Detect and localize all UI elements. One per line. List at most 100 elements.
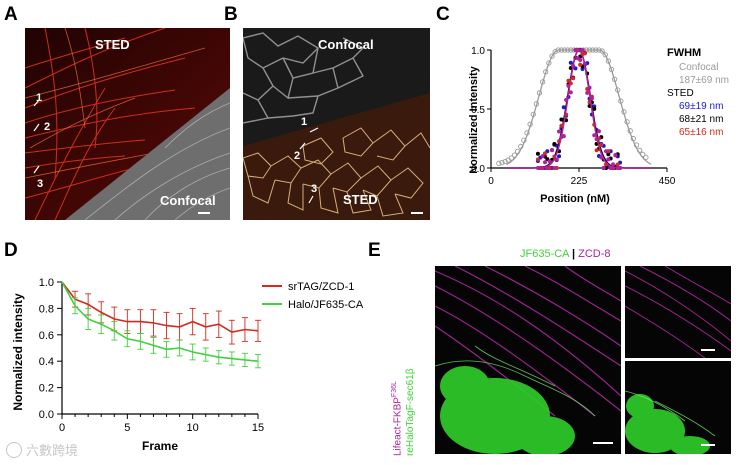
chart-c-point [594, 148, 599, 153]
chart-c-y-tick-label: 1.0 [471, 46, 485, 57]
panel-letter-d: D [4, 240, 18, 261]
chart-c-point [636, 147, 643, 153]
panel-e-magenta-scalebar [701, 349, 715, 351]
chart-c-point [606, 157, 611, 162]
panel-e-header-green: JF635-CA [520, 248, 569, 260]
chart-c-ylabel: Normalized Intensity [468, 65, 480, 173]
chart-c-point [643, 154, 649, 161]
panel-a-image: STED Confocal 1 2 3 [25, 28, 230, 220]
chart-d-series-line-1 [61, 281, 259, 362]
chart-c-point [573, 48, 578, 52]
chart-d-x-tick-label: 5 [124, 422, 130, 434]
chart-d-x-tick-label: 15 [252, 422, 264, 434]
panel-e-magenta-image [625, 266, 731, 358]
panel-a-confocal-label: Confocal [160, 193, 216, 208]
chart-c-point [593, 47, 599, 53]
chart-d-y-tick-label: 0.4 [39, 356, 54, 368]
chart-c-point [599, 143, 604, 148]
chart-c-point [552, 141, 557, 146]
chart-c-point [605, 58, 611, 64]
chart-c-point [633, 142, 640, 148]
chart-c-point [555, 47, 561, 53]
panel-letter-e: E [368, 240, 381, 261]
chart-c-point [564, 98, 569, 103]
watermark: 六數跨境 [6, 440, 78, 459]
chart-d-x-tick-label: 0 [59, 422, 65, 434]
chart-d-xlabel: Frame [142, 439, 178, 453]
chart-c-point [611, 162, 616, 167]
chart-c-point [618, 98, 624, 104]
chart-c-point [585, 90, 590, 95]
panel-e-merge-image [435, 266, 621, 454]
chart-c-legend-entry: 69±19 nm [679, 101, 723, 112]
chart-c-point [539, 79, 546, 85]
chart-c-point [596, 47, 602, 53]
chart-c-point [530, 111, 536, 118]
panel-e-header: JF635-CA | ZCD-8 [520, 248, 611, 260]
panel-e-merge-scalebar [593, 442, 613, 444]
chart-c-point [606, 152, 611, 157]
chart-c-point [611, 76, 618, 82]
panel-a-sted-label: STED [95, 37, 130, 52]
panel-e-green-image [625, 361, 731, 454]
chart-c-point [578, 62, 583, 67]
chart-d-x-tick-label: 10 [187, 422, 199, 434]
chart-c-point [533, 101, 540, 107]
chart-c-fit-line-2 [506, 49, 651, 169]
chart-c-point [546, 60, 552, 66]
chart-c-point [566, 78, 571, 83]
panel-b-micrograph [243, 28, 430, 220]
chart-c-fit-line-1 [506, 49, 651, 169]
chart-c-point [561, 105, 566, 110]
chart-c-point [566, 83, 571, 88]
chart-c-point [535, 157, 540, 162]
chart-c-point [594, 137, 599, 142]
chart-c-legend-entry: STED [667, 88, 694, 99]
chart-c-y-tick-label: 0.0 [471, 164, 485, 175]
panel-e-side-label: Lifeact-FKBPF36L reHaloTagF-sec61β [388, 266, 417, 456]
chart-c-point [599, 48, 605, 54]
panel-letter-a: A [4, 4, 18, 25]
chart-c-point [511, 152, 518, 158]
chart-d: Normalized intensity Frame 0 5 10 15 0.0 0.2 0… [11, 277, 364, 453]
chart-c-point [601, 166, 606, 170]
chart-c-legend-entry: 68±21 nm [679, 114, 723, 125]
panel-a-micrograph [25, 28, 230, 220]
chart-c-point [559, 123, 564, 128]
chart-c-point [586, 47, 593, 53]
chart-c-point [557, 154, 562, 159]
chart-c-point [552, 166, 557, 170]
chart-c-fit-line-4 [506, 49, 651, 169]
chart-c-point [580, 48, 585, 52]
chart-c-point [568, 90, 573, 95]
panel-e-side-label-magenta: Lifeact-FKBPF36L [391, 381, 404, 456]
panel-e-side-label-green: reHaloTagF-sec61β [405, 368, 417, 456]
chart-c-point [521, 137, 527, 143]
chart-c-point [565, 47, 571, 53]
panel-b-scalebar [411, 212, 423, 214]
chart-c-point [561, 134, 566, 139]
chart-d-y-tick-label: 0.8 [39, 303, 54, 315]
chart-c-point [514, 148, 521, 155]
chart-c-point [502, 158, 508, 165]
chart-c-point [589, 96, 594, 101]
panel-e-header-sep: | [571, 248, 576, 260]
chart-c-point [568, 60, 573, 65]
chart-c-point [545, 166, 550, 170]
chart-c-point [582, 61, 587, 66]
panel-e-header-magenta: ZCD-8 [578, 248, 611, 260]
panel-b-image: Confocal STED 1 2 3 [243, 28, 430, 220]
chart-c-point [590, 47, 596, 53]
chart-c-point [540, 154, 545, 159]
chart-c-point [561, 47, 568, 53]
panel-b-marker-1: 1 [301, 116, 308, 128]
chart-c: Normalized Intensity Position (nM) FWHM … [468, 46, 729, 205]
chart-c-point [550, 148, 555, 153]
chart-c-x-tick-label: 450 [659, 176, 676, 187]
chart-d-y-tick-label: 0.2 [39, 383, 54, 395]
chart-c-legend-entry: Confocal [679, 62, 718, 73]
chart-c-point [587, 85, 592, 90]
chart-c-fit-line-0 [506, 49, 652, 165]
chart-c-point [535, 151, 540, 156]
chart-d-legend-label: Halo/JF635-CA [288, 299, 364, 311]
